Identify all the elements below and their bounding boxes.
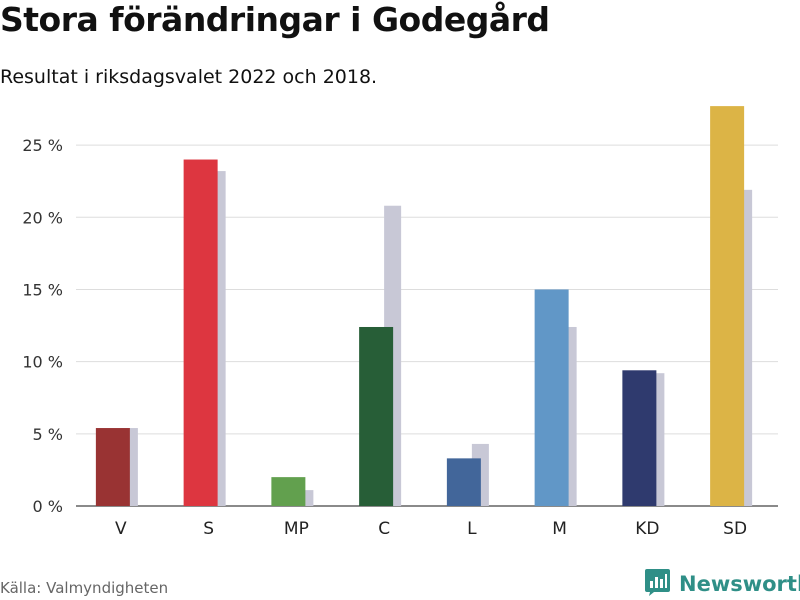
chart-title: Stora förändringar i Godegård [0, 0, 550, 39]
x-tick-label: KD [635, 519, 659, 539]
x-tick-label: L [467, 519, 477, 539]
y-tick-label: 0 % [33, 497, 63, 516]
chart-subtitle: Resultat i riksdagsvalet 2022 och 2018. [0, 66, 378, 88]
bar-2022-l [446, 458, 481, 506]
bar-2022-sd [710, 106, 745, 506]
y-axis-ticks: 0 % 5 % 10 % 15 % 20 % 25 % [22, 136, 63, 516]
gridlines [76, 144, 778, 507]
bar-2022-s [183, 159, 218, 506]
y-tick-label: 10 % [22, 353, 63, 372]
bar-2022-v [95, 428, 130, 506]
y-tick-label: 20 % [22, 208, 63, 227]
x-tick-label: V [115, 519, 127, 539]
bar-2022-c [359, 326, 394, 506]
brand-name: Newsworthy [679, 572, 800, 596]
bar-2022-kd [622, 370, 657, 506]
y-tick-label: 5 % [33, 425, 63, 444]
bar-chart-speech-bubble-icon [644, 568, 671, 600]
x-tick-label: SD [723, 519, 747, 539]
bar-2022-mp [271, 477, 306, 506]
source-note: Källa: Valmyndigheten [0, 579, 169, 597]
x-tick-label: C [378, 519, 390, 539]
y-tick-label: 15 % [22, 280, 63, 299]
x-tick-label: S [203, 519, 214, 539]
x-tick-label: M [552, 519, 567, 539]
x-axis-ticks: V S MP C L M KD SD [115, 519, 747, 539]
y-tick-label: 25 % [22, 136, 63, 155]
x-tick-label: MP [284, 519, 309, 539]
bar-2022-m [534, 289, 569, 506]
bars [95, 106, 753, 507]
brand-logo: Newsworthy [644, 568, 800, 600]
